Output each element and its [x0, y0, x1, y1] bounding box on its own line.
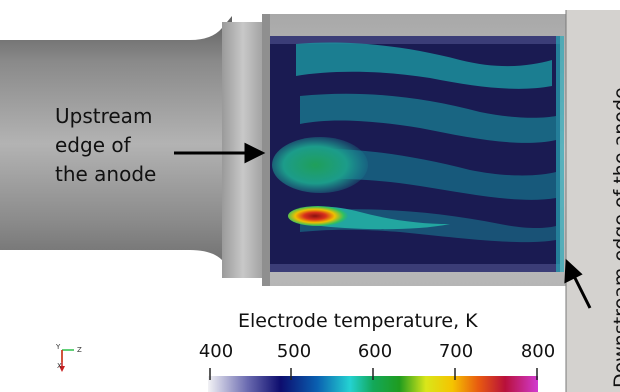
upstream-annotation: Upstream edge of the anode	[55, 102, 195, 189]
left-cylinder	[0, 16, 232, 272]
green-hotspot	[272, 137, 368, 193]
upstream-arrow	[174, 142, 266, 164]
colorbar-title: Electrode temperature, K	[238, 310, 478, 332]
axis-x-label: X	[57, 362, 62, 370]
colorbar-tick-500: 500	[276, 341, 312, 362]
downstream-arrow	[564, 258, 592, 309]
axis-z-label: Z	[77, 346, 82, 354]
upstream-line-2: edge of	[55, 133, 131, 157]
upstream-line-1: Upstream	[55, 104, 153, 128]
orientation-axes-widget: Y Z X	[55, 343, 82, 372]
colorbar-tick-400: 400	[198, 341, 234, 362]
colorbar-tick-700: 700	[438, 341, 474, 362]
downstream-annotation: Downstream edge of the anode	[610, 87, 620, 388]
axis-y-label: Y	[55, 343, 61, 351]
colorbar-tick-600: 600	[357, 341, 393, 362]
upstream-line-3: the anode	[55, 162, 157, 186]
colorbar-tick-800: 800	[520, 341, 556, 362]
right-panel	[566, 10, 620, 392]
